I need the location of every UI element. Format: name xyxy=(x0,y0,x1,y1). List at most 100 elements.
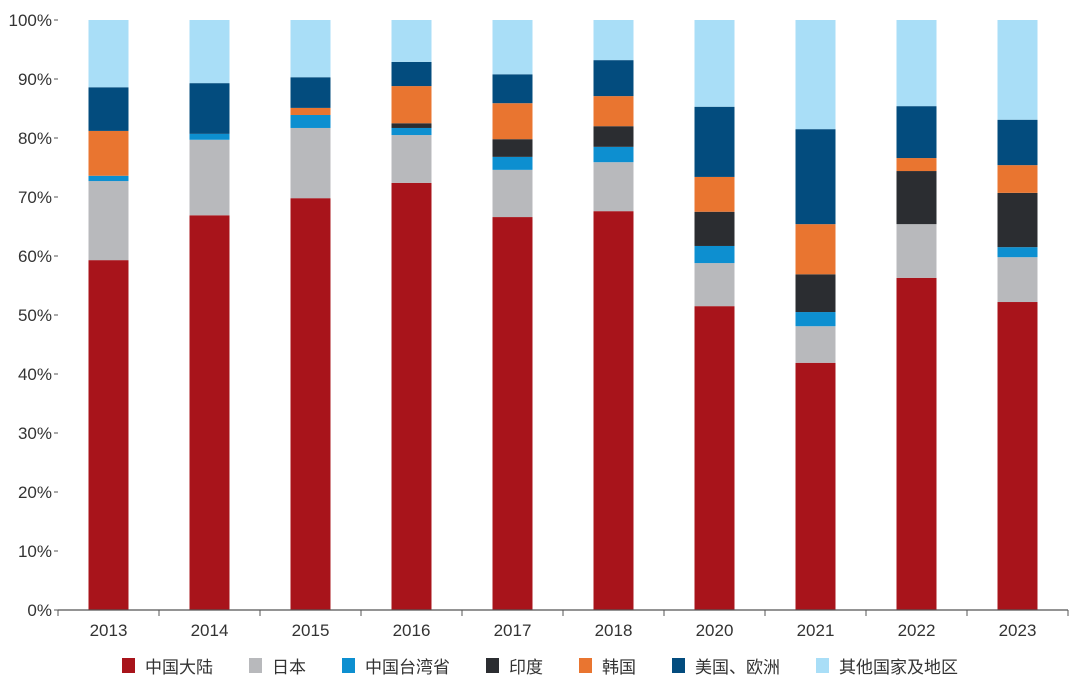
bar-segment xyxy=(593,126,634,147)
bar-segment xyxy=(896,158,937,172)
bar-segment xyxy=(593,96,634,127)
bar-segment xyxy=(88,175,129,182)
bar-segment xyxy=(997,192,1038,248)
bar-segment xyxy=(391,86,432,124)
stacked-bar-chart: 0% 10% 20% 30% 40% 50% 60% 70% 80% 90% 100% 2013 20… xyxy=(9,11,1069,640)
bar-segment xyxy=(896,20,937,107)
legend-label: 其他国家及地区 xyxy=(839,658,958,678)
bar-segment xyxy=(795,274,836,313)
bar-segment xyxy=(896,106,937,159)
legend-label: 日本 xyxy=(272,658,306,678)
bar-segment xyxy=(593,146,634,163)
bar-segment xyxy=(290,20,331,78)
bar-segment xyxy=(88,181,129,261)
bar-segment xyxy=(88,260,129,610)
x-tick-label: 2020 xyxy=(696,621,734,640)
bars xyxy=(88,20,1038,611)
legend-label: 中国大陆 xyxy=(145,658,213,678)
y-tick-label: 90% xyxy=(18,70,52,89)
bar-segment xyxy=(492,74,533,104)
legend-swatch xyxy=(122,658,135,673)
y-tick-label: 70% xyxy=(18,188,52,207)
bar-segment xyxy=(492,139,533,157)
bar-segment xyxy=(391,20,432,62)
legend-swatch xyxy=(579,658,592,673)
x-tick-label: 2015 xyxy=(292,621,330,640)
bar-segment xyxy=(997,302,1038,610)
bar-segment xyxy=(492,156,533,170)
x-tick-label: 2018 xyxy=(595,621,633,640)
bar-segment xyxy=(795,20,836,130)
bar-segment xyxy=(997,247,1038,258)
legend: 中国大陆 日本 中国台湾省 印度 韩国 美国、欧洲 其他国家及地区 xyxy=(0,653,1080,678)
legend-item: 中国大陆 xyxy=(122,653,213,678)
x-tick-label: 2013 xyxy=(90,621,128,640)
x-tick-label: 2017 xyxy=(494,621,532,640)
y-tick-label: 50% xyxy=(18,306,52,325)
x-tick-label: 2023 xyxy=(999,621,1037,640)
legend-swatch xyxy=(342,658,355,673)
bar-segment xyxy=(189,83,230,134)
legend-label: 美国、欧洲 xyxy=(695,658,780,678)
y-tick-label: 10% xyxy=(18,542,52,561)
bar-segment xyxy=(795,224,836,275)
y-tick-label: 30% xyxy=(18,424,52,443)
bar-segment xyxy=(492,169,533,218)
y-tick-label: 100% xyxy=(9,11,52,30)
bar-segment xyxy=(694,245,735,264)
bar-segment xyxy=(997,165,1038,193)
bar-segment xyxy=(492,103,533,140)
bar-segment xyxy=(290,107,331,115)
legend-swatch xyxy=(486,658,499,673)
bar-segment xyxy=(492,20,533,75)
x-tick-label: 2014 xyxy=(191,621,229,640)
x-tick-label: 2016 xyxy=(393,621,431,640)
bar-segment xyxy=(896,277,937,610)
bar-segment xyxy=(997,257,1038,303)
bar-segment xyxy=(694,176,735,212)
bar-segment xyxy=(694,306,735,610)
bar-segment xyxy=(189,215,230,611)
bar-segment xyxy=(88,20,129,88)
bar-segment xyxy=(795,362,836,610)
legend-swatch xyxy=(672,658,685,673)
bar-segment xyxy=(593,162,634,212)
legend-label: 韩国 xyxy=(602,658,636,678)
bar-segment xyxy=(593,211,634,610)
bar-segment xyxy=(290,198,331,610)
legend-swatch xyxy=(249,658,262,673)
bar-segment xyxy=(391,135,432,183)
y-tick-label: 80% xyxy=(18,129,52,148)
bar-segment xyxy=(88,87,129,131)
bar-segment xyxy=(694,20,735,107)
bar-segment xyxy=(694,106,735,177)
bar-segment xyxy=(795,312,836,327)
legend-label: 印度 xyxy=(509,658,543,678)
legend-swatch xyxy=(816,658,829,673)
bar-segment xyxy=(694,211,735,246)
y-tick-label: 60% xyxy=(18,247,52,266)
bar-segment xyxy=(290,77,331,108)
bar-segment xyxy=(290,114,331,128)
bar-segment xyxy=(896,171,937,225)
y-tick-label: 0% xyxy=(27,601,52,620)
legend-item: 美国、欧洲 xyxy=(672,653,780,678)
bar-segment xyxy=(290,127,331,199)
x-tick-label: 2022 xyxy=(898,621,936,640)
legend-item: 韩国 xyxy=(579,653,636,678)
legend-item: 其他国家及地区 xyxy=(816,653,958,678)
bar-segment xyxy=(593,20,634,61)
bar-segment xyxy=(997,20,1038,120)
y-tick-label: 40% xyxy=(18,365,52,384)
bar-segment xyxy=(593,60,634,97)
bar-segment xyxy=(997,119,1038,166)
bar-segment xyxy=(189,139,230,216)
legend-item: 印度 xyxy=(486,653,543,678)
x-axis: 2013 2014 2015 2016 2017 2018 2020 2021 2022 2023 xyxy=(57,609,1069,640)
bar-segment xyxy=(391,61,432,87)
y-axis: 0% 10% 20% 30% 40% 50% 60% 70% 80% 90% 100% xyxy=(9,11,58,620)
bar-segment xyxy=(88,130,129,176)
bar-segment xyxy=(795,129,836,225)
bar-segment xyxy=(189,20,230,84)
y-tick-label: 20% xyxy=(18,483,52,502)
